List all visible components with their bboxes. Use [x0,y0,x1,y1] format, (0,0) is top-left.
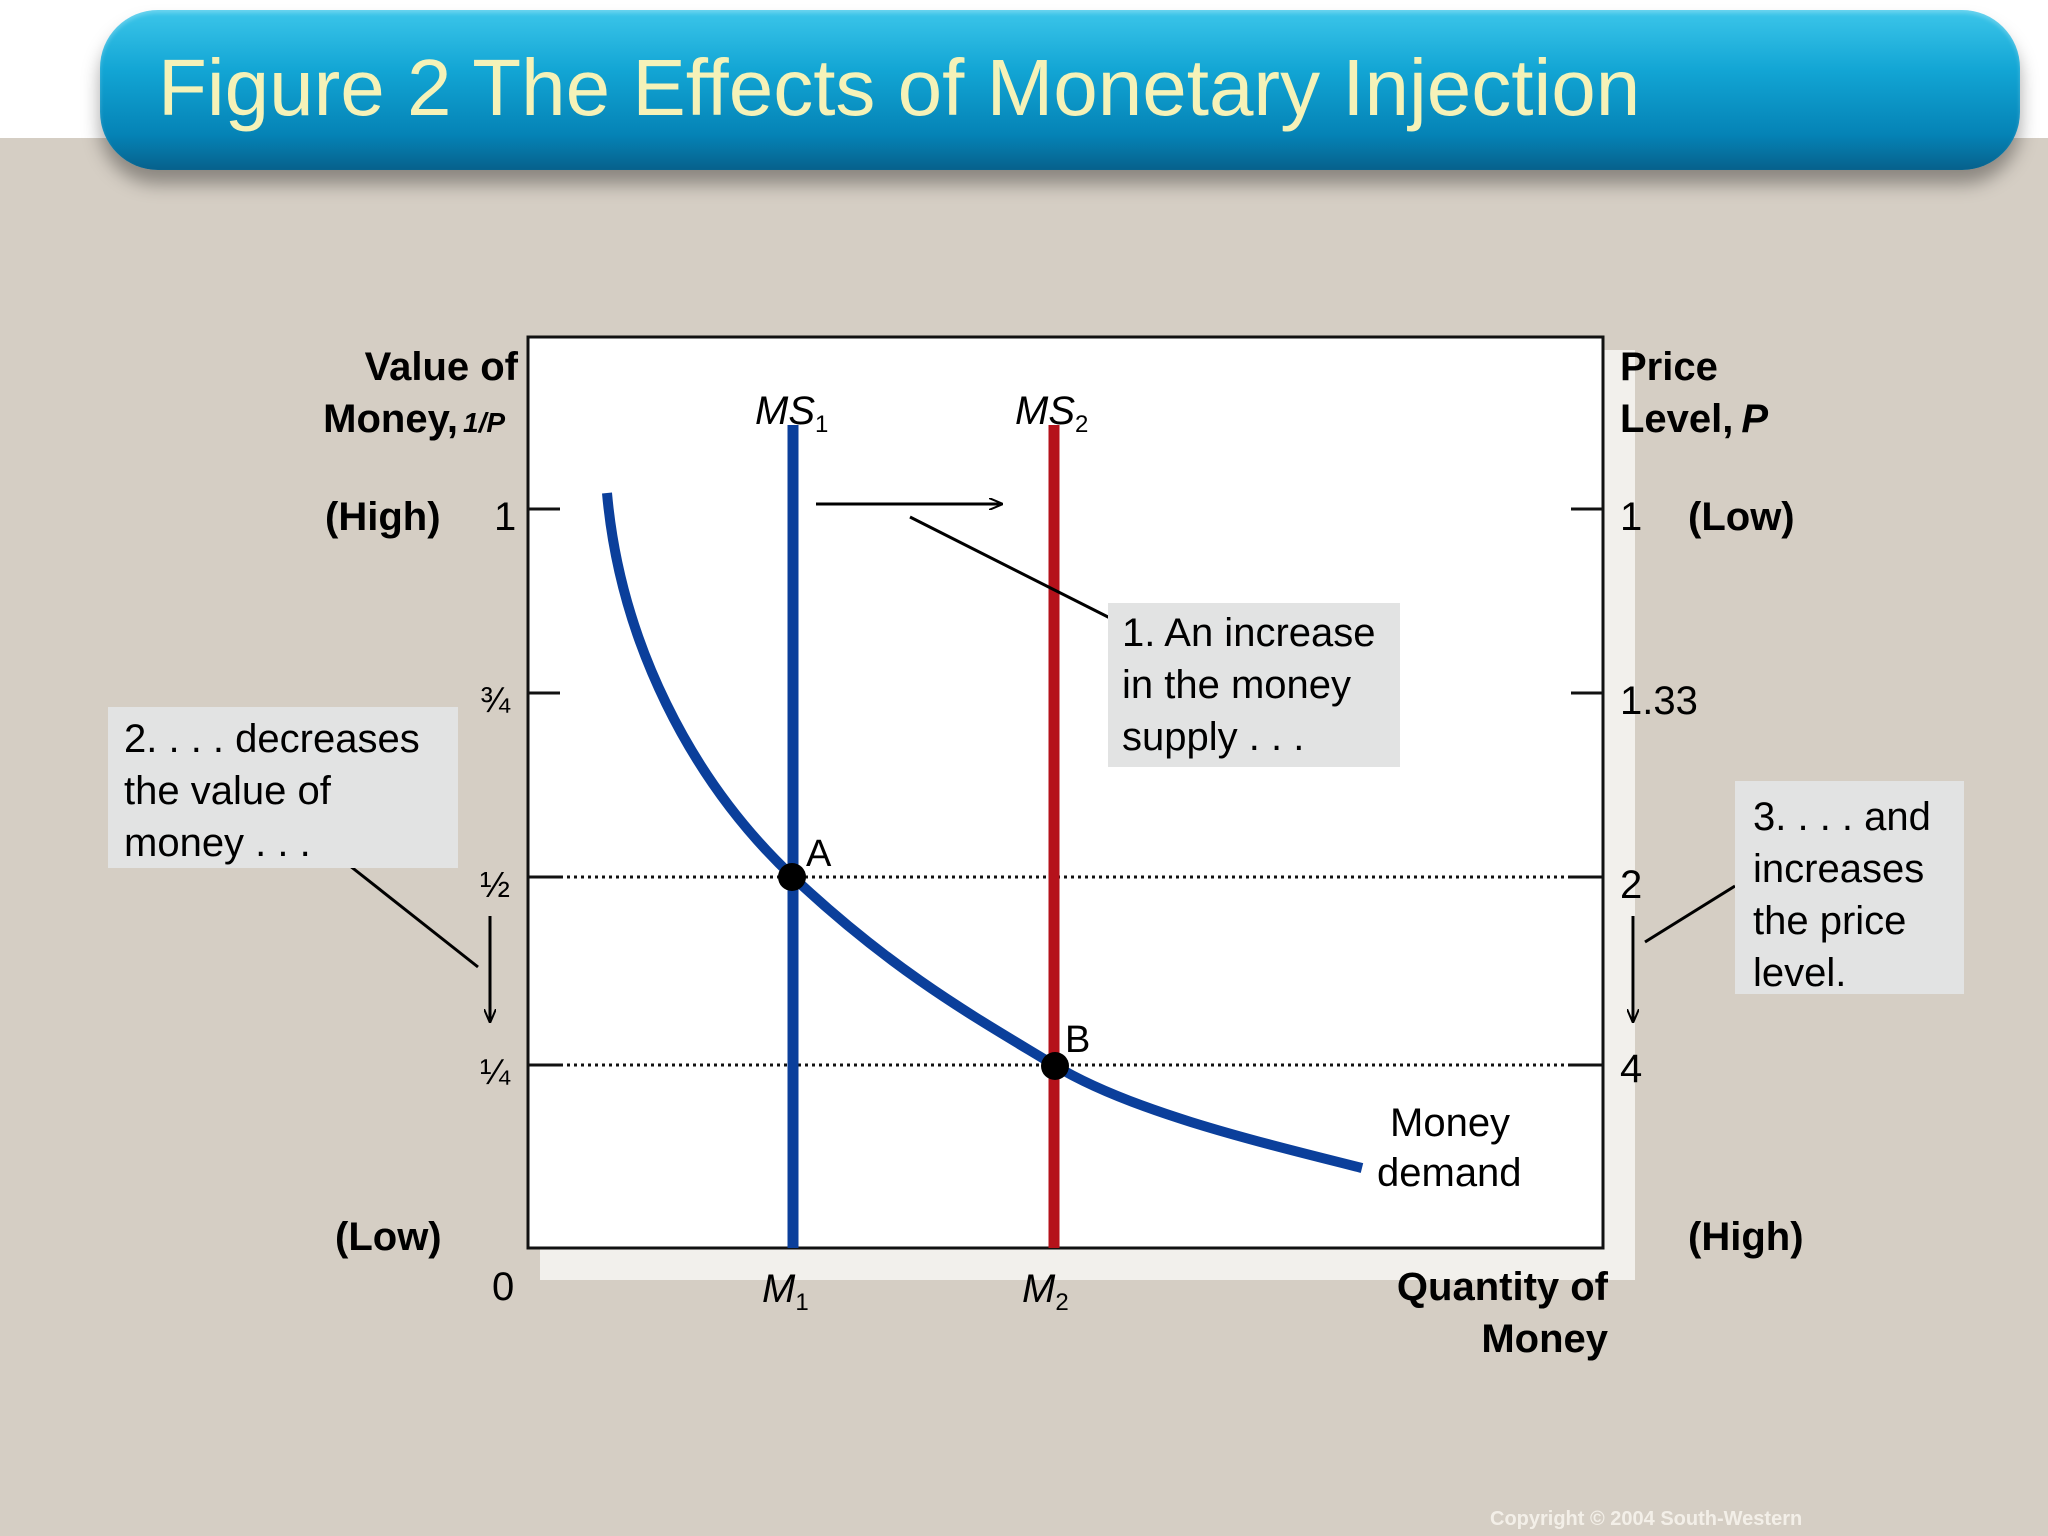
copyright-footer: Copyright © 2004 South-Western [1490,1508,1803,1530]
left-axis-unit: 1/P [463,407,505,438]
ms2-label: MS2 [1015,389,1088,438]
ms1-label: MS1 [755,389,828,438]
money-demand-line-2: demand [1377,1151,1522,1195]
x-axis-title-line-1: Quantity of [1397,1265,1609,1309]
x-axis-title-line-2: Money [1481,1317,1608,1361]
slide-title: Figure 2 The Effects of Monetary Injecti… [158,43,1641,132]
callout-3-line-3: the price [1753,899,1906,943]
callout-2-line-2: the value of [124,769,332,813]
right-axis-low: (Low) [1688,495,1795,539]
left-axis-title-line-1: Value of [365,345,519,389]
right-tick-label-1-33: 1.33 [1620,679,1698,723]
callout-3-box [1735,781,1964,994]
left-axis-title-line-2: Money, [323,397,458,441]
callout-1-leader [909,515,1111,620]
right-axis-title-line-1: Price [1620,345,1718,389]
x-label-m2: M2 [1022,1267,1069,1316]
callout-2-text: 2. . . . decreases the value of money . … [124,717,431,865]
right-tick-label-4: 4 [1620,1047,1642,1091]
right-axis-ticks [1571,507,1603,1067]
plot-area [526,335,1605,1250]
right-axis-high: (High) [1688,1215,1804,1259]
callout-3-leader [1644,884,1736,944]
callout-3-line-2: increases [1753,847,1924,891]
money-demand-label: Money demand [1377,1101,1522,1195]
callout-2-leader [344,860,479,969]
title-bar: Figure 2 The Effects of Monetary Injecti… [100,10,2020,170]
money-demand-line-1: Money [1390,1101,1510,1145]
callout-3-line-4: level. [1753,951,1846,995]
left-axis-low: (Low) [335,1215,442,1259]
callout-1-line-2: in the money [1122,663,1351,707]
callout-3-text: 3. . . . and increases the price level. [1753,795,1942,995]
point-b-label: B [1065,1019,1090,1061]
right-tick-label-2: 2 [1620,863,1642,907]
callout-2-line-1: 2. . . . decreases [124,717,420,761]
left-tick-label-1: 1 [494,495,516,539]
left-tick-label-half: ½ [480,864,510,905]
callout-3-line-1: 3. . . . and [1753,795,1931,839]
left-axis-high: (High) [325,495,441,539]
callout-1-line-3: supply . . . [1122,715,1304,759]
right-tick-label-1: 1 [1620,495,1642,539]
callout-1-text: 1. An increase in the money supply . . . [1122,611,1387,759]
callout-2-line-3: money . . . [124,821,311,865]
callout-2-box [108,707,458,868]
callout-1-line-1: 1. An increase [1122,611,1376,655]
point-a-marker [778,863,806,891]
right-axis-title-line-2: Level, P [1620,397,1768,441]
origin-label: 0 [492,1265,514,1309]
money-demand-curve [602,492,1364,1173]
left-axis-ticks [528,507,560,1067]
point-a-label: A [806,833,832,875]
point-b-marker [1041,1052,1069,1080]
x-label-m1: M1 [762,1267,809,1316]
left-tick-label-quarter: ¼ [480,1051,511,1092]
left-tick-label-three-quarters: ¾ [480,679,511,720]
callout-1-box [1108,603,1400,767]
